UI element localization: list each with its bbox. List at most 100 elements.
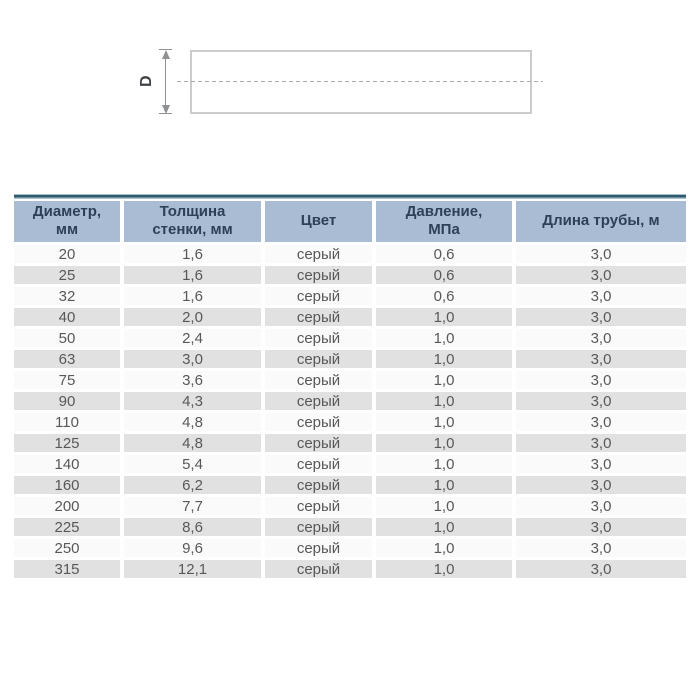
table-cell-diameter: 200 bbox=[14, 497, 120, 518]
table-cell-color: серый bbox=[261, 455, 372, 476]
column-header-color: Цвет bbox=[261, 201, 372, 245]
table-cell-pipe-length: 3,0 bbox=[512, 413, 686, 434]
table-row: 90 4,3 серый 1,0 3,0 bbox=[14, 392, 686, 413]
table-cell-pipe-length: 3,0 bbox=[512, 266, 686, 287]
table-cell-wall-thickness: 1,6 bbox=[120, 287, 261, 308]
table-cell-pipe-length: 3,0 bbox=[512, 287, 686, 308]
table-cell-diameter: 140 bbox=[14, 455, 120, 476]
table-row: 225 8,6 серый 1,0 3,0 bbox=[14, 518, 686, 539]
table-cell-pipe-length: 3,0 bbox=[512, 329, 686, 350]
table-cell-pressure: 1,0 bbox=[372, 308, 512, 329]
table-cell-wall-thickness: 4,8 bbox=[120, 434, 261, 455]
table-cell-color: серый bbox=[261, 329, 372, 350]
table-cell-pressure: 1,0 bbox=[372, 497, 512, 518]
table-cell-diameter: 90 bbox=[14, 392, 120, 413]
table-row: 75 3,6 серый 1,0 3,0 bbox=[14, 371, 686, 392]
dimension-extension-tick-top bbox=[159, 49, 172, 50]
table-cell-color: серый bbox=[261, 539, 372, 560]
table-cell-pressure: 1,0 bbox=[372, 350, 512, 371]
table-cell-pressure: 1,0 bbox=[372, 476, 512, 497]
pipe-spec-table-section: Диаметр, мм Толщина стенки, мм Цвет Давлени… bbox=[14, 194, 686, 581]
table-cell-pressure: 1,0 bbox=[372, 455, 512, 476]
table-cell-diameter: 63 bbox=[14, 350, 120, 371]
table-row: 140 5,4 серый 1,0 3,0 bbox=[14, 455, 686, 476]
table-row: 50 2,4 серый 1,0 3,0 bbox=[14, 329, 686, 350]
table-cell-pressure: 1,0 bbox=[372, 434, 512, 455]
table-cell-diameter: 75 bbox=[14, 371, 120, 392]
dimension-line bbox=[165, 52, 166, 112]
table-cell-diameter: 50 bbox=[14, 329, 120, 350]
table-row: 20 1,6 серый 0,6 3,0 bbox=[14, 245, 686, 266]
table-cell-pressure: 1,0 bbox=[372, 413, 512, 434]
table-cell-pressure: 1,0 bbox=[372, 539, 512, 560]
table-cell-diameter: 32 bbox=[14, 287, 120, 308]
table-cell-wall-thickness: 6,2 bbox=[120, 476, 261, 497]
table-cell-wall-thickness: 4,3 bbox=[120, 392, 261, 413]
table-cell-diameter: 315 bbox=[14, 560, 120, 581]
table-cell-color: серый bbox=[261, 371, 372, 392]
table-cell-diameter: 160 bbox=[14, 476, 120, 497]
table-cell-wall-thickness: 7,7 bbox=[120, 497, 261, 518]
table-cell-color: серый bbox=[261, 560, 372, 581]
table-cell-wall-thickness: 4,8 bbox=[120, 413, 261, 434]
table-row: 125 4,8 серый 1,0 3,0 bbox=[14, 434, 686, 455]
table-cell-pipe-length: 3,0 bbox=[512, 560, 686, 581]
table-cell-wall-thickness: 1,6 bbox=[120, 266, 261, 287]
table-cell-color: серый bbox=[261, 350, 372, 371]
column-header-diameter: Диаметр, мм bbox=[14, 201, 120, 245]
table-row: 25 1,6 серый 0,6 3,0 bbox=[14, 266, 686, 287]
table-cell-diameter: 25 bbox=[14, 266, 120, 287]
table-row: 110 4,8 серый 1,0 3,0 bbox=[14, 413, 686, 434]
table-cell-color: серый bbox=[261, 476, 372, 497]
table-cell-diameter: 20 bbox=[14, 245, 120, 266]
table-row: 160 6,2 серый 1,0 3,0 bbox=[14, 476, 686, 497]
table-cell-pressure: 1,0 bbox=[372, 518, 512, 539]
table-cell-wall-thickness: 2,0 bbox=[120, 308, 261, 329]
table-cell-wall-thickness: 12,1 bbox=[120, 560, 261, 581]
dimension-arrow-up-icon bbox=[162, 50, 170, 59]
table-cell-diameter: 40 bbox=[14, 308, 120, 329]
table-row: 250 9,6 серый 1,0 3,0 bbox=[14, 539, 686, 560]
table-row: 200 7,7 серый 1,0 3,0 bbox=[14, 497, 686, 518]
table-cell-pipe-length: 3,0 bbox=[512, 434, 686, 455]
table-cell-wall-thickness: 2,4 bbox=[120, 329, 261, 350]
table-cell-wall-thickness: 1,6 bbox=[120, 245, 261, 266]
table-cell-color: серый bbox=[261, 287, 372, 308]
table-cell-pipe-length: 3,0 bbox=[512, 392, 686, 413]
table-cell-pipe-length: 3,0 bbox=[512, 455, 686, 476]
table-cell-pressure: 1,0 bbox=[372, 329, 512, 350]
diameter-dimension-label: D bbox=[138, 74, 155, 88]
table-body: 20 1,6 серый 0,6 3,0 25 1,6 серый 0,6 3,0 32 1,6 сер… bbox=[14, 245, 686, 581]
table-cell-pipe-length: 3,0 bbox=[512, 497, 686, 518]
table-cell-pipe-length: 3,0 bbox=[512, 245, 686, 266]
table-header-row: Диаметр, мм Толщина стенки, мм Цвет Давлени… bbox=[14, 201, 686, 245]
table-cell-wall-thickness: 8,6 bbox=[120, 518, 261, 539]
table-cell-diameter: 110 bbox=[14, 413, 120, 434]
table-cell-wall-thickness: 9,6 bbox=[120, 539, 261, 560]
table-cell-color: серый bbox=[261, 392, 372, 413]
table-cell-pressure: 0,6 bbox=[372, 245, 512, 266]
table-cell-color: серый bbox=[261, 308, 372, 329]
table-row: 32 1,6 серый 0,6 3,0 bbox=[14, 287, 686, 308]
table-cell-color: серый bbox=[261, 434, 372, 455]
table-top-accent-bar bbox=[14, 194, 686, 199]
table-cell-pipe-length: 3,0 bbox=[512, 308, 686, 329]
table-cell-color: серый bbox=[261, 518, 372, 539]
table-row: 40 2,0 серый 1,0 3,0 bbox=[14, 308, 686, 329]
table-cell-pipe-length: 3,0 bbox=[512, 539, 686, 560]
pipe-spec-table: Диаметр, мм Толщина стенки, мм Цвет Давлени… bbox=[14, 201, 686, 581]
table-cell-color: серый bbox=[261, 266, 372, 287]
table-cell-pressure: 1,0 bbox=[372, 560, 512, 581]
table-cell-diameter: 225 bbox=[14, 518, 120, 539]
table-cell-pressure: 1,0 bbox=[372, 371, 512, 392]
table-cell-diameter: 125 bbox=[14, 434, 120, 455]
column-header-pressure: Давление, МПа bbox=[372, 201, 512, 245]
table-cell-color: серый bbox=[261, 413, 372, 434]
pipe-centerline bbox=[177, 81, 543, 82]
table-row: 315 12,1 серый 1,0 3,0 bbox=[14, 560, 686, 581]
table-cell-pipe-length: 3,0 bbox=[512, 518, 686, 539]
table-cell-pipe-length: 3,0 bbox=[512, 476, 686, 497]
table-cell-pressure: 0,6 bbox=[372, 287, 512, 308]
table-cell-pressure: 1,0 bbox=[372, 392, 512, 413]
